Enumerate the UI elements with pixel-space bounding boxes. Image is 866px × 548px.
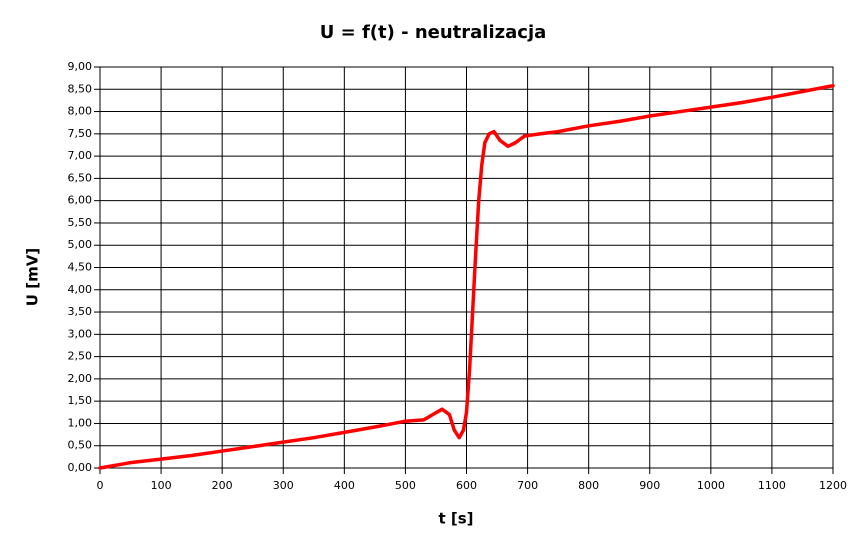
y-tick-label: 0,50 [68, 439, 93, 452]
x-tick-label: 700 [517, 479, 538, 492]
y-tick-label: 3,50 [68, 305, 93, 318]
x-tick-label: 500 [395, 479, 416, 492]
x-tick-label: 200 [212, 479, 233, 492]
y-tick-label: 0,00 [68, 461, 93, 474]
y-tick-label: 4,50 [68, 261, 93, 274]
y-tick-label: 6,50 [68, 171, 93, 184]
y-tick-label: 7,50 [68, 127, 93, 140]
y-tick-label: 2,00 [68, 372, 93, 385]
x-tick-label: 800 [578, 479, 599, 492]
y-tick-label: 9,00 [68, 60, 93, 73]
y-tick-label: 2,50 [68, 350, 93, 363]
x-tick-label: 100 [151, 479, 172, 492]
y-tick-label: 1,00 [68, 416, 93, 429]
x-axis-label: t [s] [438, 510, 473, 528]
x-tick-label: 600 [456, 479, 477, 492]
chart-title: U = f(t) - neutralizacja [320, 22, 547, 43]
data-line [98, 83, 835, 470]
y-tick-label: 3,00 [68, 327, 93, 340]
y-tick-label: 8,00 [68, 105, 93, 118]
x-tick-label: 400 [334, 479, 355, 492]
x-tick-label: 1100 [758, 479, 786, 492]
x-tick-label: 0 [97, 479, 104, 492]
x-tick-label: 1200 [819, 479, 847, 492]
y-tick-label: 7,00 [68, 149, 93, 162]
x-tick-label: 900 [639, 479, 660, 492]
x-tick-label: 300 [273, 479, 294, 492]
x-tick-label: 1000 [697, 479, 725, 492]
y-tick-label: 5,00 [68, 238, 93, 251]
y-tick-label: 5,50 [68, 216, 93, 229]
y-axis-label: U [mV] [24, 248, 42, 306]
y-tick-label: 6,00 [68, 194, 93, 207]
y-tick-label: 1,50 [68, 394, 93, 407]
y-tick-label: 8,50 [68, 82, 93, 95]
plot-frame [99, 66, 834, 469]
y-tick-label: 4,00 [68, 283, 93, 296]
